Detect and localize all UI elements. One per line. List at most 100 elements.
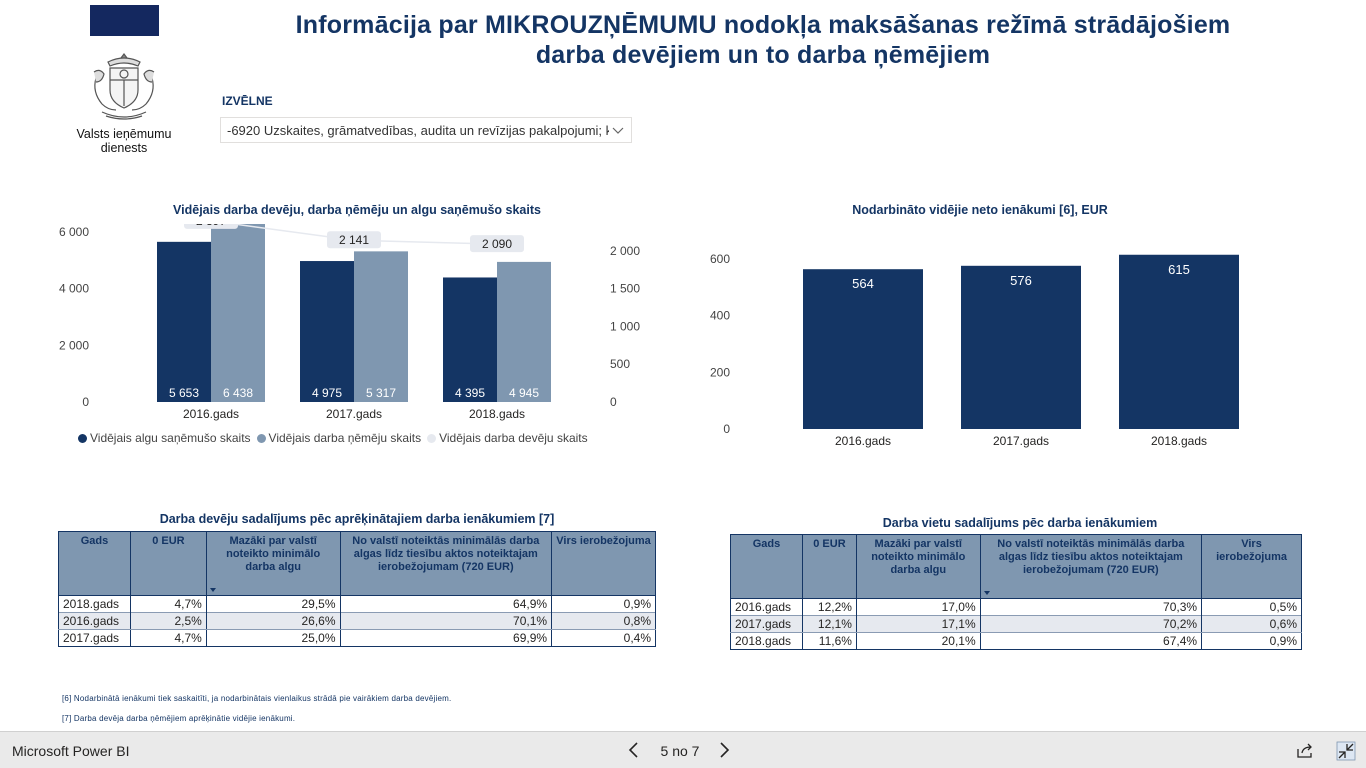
column-header-below-minimum[interactable]: Mazāki par valstī noteikto minimālo darb… — [855, 534, 981, 599]
left-table-title: Darba devēju sadalījums pēc aprēķinātaji… — [159, 512, 555, 526]
cell-year: 2016.gads — [58, 612, 131, 630]
cell-value: 4,7% — [129, 595, 207, 613]
left-chart-title: Vidējais darba devēju, darba ņēmēju un a… — [173, 203, 541, 217]
column-header-zero-eur[interactable]: 0 EUR — [801, 534, 857, 599]
cell-year: 2018.gads — [730, 632, 803, 650]
x-tick-label: 2018.gads — [469, 407, 525, 421]
report-title-line2: darba devējiem un to darba ņēmējiem — [535, 41, 991, 69]
footnote-7: [7] Darba devēja darba ņēmējiem aprēķinā… — [62, 714, 296, 723]
cell-value: 70,3% — [979, 598, 1203, 616]
cell-value: 12,1% — [801, 615, 857, 633]
y-right-tick-label: 2 000 — [610, 244, 640, 258]
footnote-6: [6] Nodarbinātā ienākumi tiek saskaitīti… — [62, 694, 452, 703]
legend-dot — [78, 433, 87, 443]
table-header-row: Gads 0 EUR Mazāki par valstī noteikto mi… — [58, 531, 656, 596]
employer-employee-count-chart[interactable]: 0 2 000 4 000 6 000 0 500 1 000 1 500 2 000 5 653… — [40, 224, 670, 424]
column-header-zero-eur[interactable]: 0 EUR — [129, 531, 207, 596]
employer-distribution-table: Gads 0 EUR Mazāki par valstī noteikto mi… — [58, 531, 656, 647]
cell-value: 0,4% — [551, 629, 656, 647]
line-data-label-box — [470, 235, 524, 253]
bar — [157, 241, 211, 402]
y-tick-label: 200 — [710, 365, 730, 379]
column-header-minimum-to-limit[interactable]: No valstī noteiktās minimālās darba alga… — [339, 531, 553, 596]
cell-value: 26,6% — [205, 612, 341, 630]
column-header-year[interactable]: Gads — [730, 534, 803, 599]
slicer-selected-value: -6920 Uzskaites, grāmatvedības, audita u… — [227, 123, 609, 138]
bar — [803, 269, 923, 429]
cell-value: 2,5% — [129, 612, 207, 630]
cell-value: 70,1% — [339, 612, 553, 630]
column-header-above-limit[interactable]: Virs ierobežojuma — [1201, 534, 1302, 599]
x-tick-label: 2017.gads — [993, 434, 1049, 448]
sort-descending-icon — [209, 588, 216, 592]
latvia-coat-of-arms-icon — [93, 53, 155, 120]
table-row[interactable]: 2017.gads 12,1% 17,1% 70,2% 0,6% — [730, 615, 1302, 633]
y-right-tick-label: 1 000 — [610, 319, 640, 333]
net-income-chart[interactable]: 0 200 400 600 564 2016.gads 576 2017.gads 615 201… — [690, 245, 1250, 455]
y-left-tick-label: 6 000 — [59, 225, 89, 239]
cell-value: 0,6% — [1201, 615, 1302, 633]
chevron-left-icon[interactable] — [626, 741, 642, 759]
x-tick-label: 2016.gads — [183, 407, 239, 421]
chevron-right-icon[interactable] — [716, 741, 732, 759]
table-row[interactable]: 2016.gads 2,5% 26,6% 70,1% 0,8% — [58, 612, 656, 630]
x-tick-label: 2017.gads — [326, 407, 382, 421]
line-data-label-box — [184, 224, 238, 229]
bar-data-label: 6 438 — [223, 386, 253, 400]
cell-value: 0,8% — [551, 612, 656, 630]
right-chart-title: Nodarbināto vidējie neto ienākumi [6], E… — [852, 203, 1108, 217]
cell-value: 67,4% — [979, 632, 1203, 650]
slicer-label: IZVĒLNE — [222, 94, 273, 108]
report-page: Valsts ieņēmumu dienests Informācija par… — [40, 5, 1302, 723]
y-right-tick-label: 1 500 — [610, 282, 640, 296]
cell-year: 2016.gads — [730, 598, 803, 616]
column-header-above-limit[interactable]: Virs ierobežojuma — [551, 531, 656, 596]
cell-year: 2018.gads — [58, 595, 131, 613]
column-header-minimum-to-limit[interactable]: No valstī noteiktās minimālās darba alga… — [979, 534, 1203, 599]
left-chart-legend: Vidējais algu saņēmušo skaits Vidējais d… — [78, 431, 588, 445]
y-left-tick-label: 0 — [82, 395, 89, 409]
y-tick-label: 400 — [710, 309, 730, 323]
right-table-title: Darba vietu sadalījums pēc darba ienākum… — [882, 516, 1158, 530]
exit-fullscreen-icon[interactable] — [1336, 741, 1356, 761]
industry-slicer-dropdown[interactable]: -6920 Uzskaites, grāmatvedības, audita u… — [220, 117, 632, 143]
chevron-down-icon[interactable] — [611, 124, 625, 136]
bar — [1119, 254, 1239, 429]
legend-item-employees[interactable]: Vidējais darba ņēmēju skaits — [256, 431, 422, 445]
legend-label: Vidējais darba ņēmēju skaits — [268, 431, 422, 445]
x-tick-label: 2018.gads — [1151, 434, 1207, 448]
column-header-year[interactable]: Gads — [58, 531, 131, 596]
bar — [354, 251, 408, 402]
legend-item-salary-recipients[interactable]: Vidējais algu saņēmušo skaits — [78, 431, 251, 445]
cell-value: 0,9% — [1201, 632, 1302, 650]
y-right-tick-label: 500 — [610, 357, 630, 371]
table-row[interactable]: 2017.gads 4,7% 25,0% 69,9% 0,4% — [58, 629, 656, 647]
table-row[interactable]: 2016.gads 12,2% 17,0% 70,3% 0,5% — [730, 598, 1302, 616]
cell-value: 64,9% — [339, 595, 553, 613]
cell-value: 70,2% — [979, 615, 1203, 633]
line-data-label: 2 090 — [482, 237, 512, 251]
share-icon[interactable] — [1296, 741, 1314, 759]
sort-descending-icon — [983, 591, 990, 595]
bar-data-label: 615 — [1168, 262, 1190, 277]
cell-year: 2017.gads — [58, 629, 131, 647]
table-row[interactable]: 2018.gads 11,6% 20,1% 67,4% 0,9% — [730, 632, 1302, 650]
column-header-below-minimum[interactable]: Mazāki par valstī noteikto minimālo darb… — [205, 531, 341, 596]
bar — [497, 261, 551, 402]
status-bar: Microsoft Power BI 5 no 7 — [0, 731, 1366, 768]
cell-value: 25,0% — [205, 629, 341, 647]
column-header-text: Mazāki par valstī noteikto minimālo darb… — [226, 535, 321, 573]
bar — [300, 261, 354, 402]
app-name: Microsoft Power BI — [12, 743, 130, 759]
cell-year: 2017.gads — [730, 615, 803, 633]
table-header-row: Gads 0 EUR Mazāki par valstī noteikto mi… — [730, 534, 1302, 599]
line-data-label-box — [327, 231, 381, 249]
legend-item-employers[interactable]: Vidējais darba devēju skaits — [427, 431, 588, 445]
bar — [961, 265, 1081, 429]
table-row[interactable]: 2018.gads 4,7% 29,5% 64,9% 0,9% — [58, 595, 656, 613]
y-tick-label: 0 — [723, 422, 730, 436]
logo-text-line1: Valsts ieņēmumu — [76, 127, 172, 141]
cell-value: 17,1% — [855, 615, 981, 633]
bar — [211, 224, 265, 402]
legend-label: Vidējais algu saņēmušo skaits — [90, 431, 251, 445]
